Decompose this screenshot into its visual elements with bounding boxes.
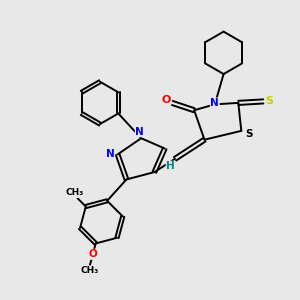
Text: H: H: [166, 161, 175, 171]
Text: S: S: [245, 129, 252, 139]
Text: CH₃: CH₃: [81, 266, 99, 275]
Text: CH₃: CH₃: [66, 188, 84, 197]
Text: S: S: [265, 96, 273, 106]
Text: N: N: [106, 149, 115, 159]
Text: N: N: [210, 98, 219, 108]
Text: O: O: [161, 95, 171, 105]
Text: N: N: [135, 127, 144, 137]
Text: O: O: [88, 249, 97, 259]
